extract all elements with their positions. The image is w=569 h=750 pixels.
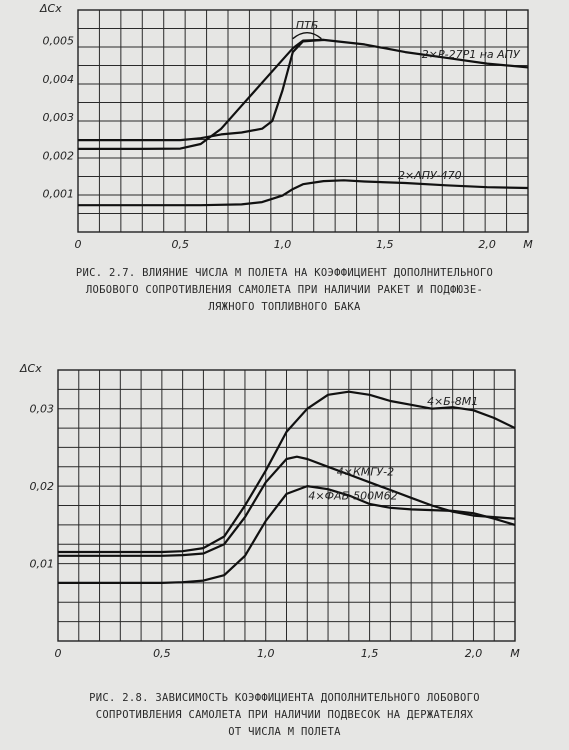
y-tick-label: 0,002 xyxy=(43,149,75,162)
y-tick-label: 0,004 xyxy=(43,73,75,86)
series-label-1: 2×Р-27Р1 на АПУ xyxy=(422,48,521,61)
y-tick-label: 0,02 xyxy=(30,480,55,493)
y-tick-label: 0,003 xyxy=(43,111,75,124)
series-line-0 xyxy=(78,38,529,142)
y-tick-label: 0,01 xyxy=(30,558,55,571)
chart-drag-missiles-tank: ΔCx 0,001 0,002 0,003 0,004 0,005 0 0,5 1,0 1,5 2,… xyxy=(39,2,533,251)
series-label-2: 4×ФАБ-500М62 xyxy=(308,489,397,502)
plot-frame xyxy=(57,369,516,642)
x-tick-label: 0 xyxy=(75,238,82,251)
y-tick-label: 0,005 xyxy=(43,35,75,48)
x-tick-label: 2,0 xyxy=(478,238,496,251)
plot-frame xyxy=(77,9,529,233)
figure-caption-2-8: РИС. 2.8. ЗАВИСИМОСТЬ КОЭФФИЦИЕНТА ДОПОЛ… xyxy=(89,692,480,738)
y-tick-label: 0,03 xyxy=(30,403,55,416)
chart-drag-stores: ΔCx 0,01 0,02 0,03 0 0,5 1,0 1,5 2,0 M 4×Б-8М1 4×КМ… xyxy=(19,362,520,660)
series-label-0: ПТБ xyxy=(296,19,319,32)
ptb-bracket xyxy=(292,32,322,40)
series-line-1 xyxy=(78,38,324,150)
x-tick-label: 0,5 xyxy=(172,238,190,251)
y-axis-label: ΔCx xyxy=(39,2,62,15)
x-tick-label: 0 xyxy=(55,647,62,660)
grid xyxy=(57,369,516,642)
series-label-1: 4×КМГУ-2 xyxy=(337,465,394,478)
series-label-2: 2×АПУ-470 xyxy=(398,169,462,182)
x-tick-label: 1,5 xyxy=(376,238,394,251)
x-tick-label: 1,0 xyxy=(257,647,275,660)
figure-caption-2-7: РИС. 2.7. ВЛИЯНИЕ ЧИСЛА М ПОЛЕТА НА КОЭФ… xyxy=(75,267,494,313)
x-tick-label: M xyxy=(523,238,533,251)
series-line-0 xyxy=(58,390,516,554)
series-label-0: 4×Б-8М1 xyxy=(427,395,478,408)
x-tick-label: 0,5 xyxy=(153,647,171,660)
x-tick-label: 2,0 xyxy=(465,647,483,660)
y-tick-label: 0,001 xyxy=(43,188,75,201)
x-tick-label: 1,0 xyxy=(274,238,292,251)
series-line-2 xyxy=(78,179,529,207)
x-tick-label: 1,5 xyxy=(361,647,379,660)
y-axis-label: ΔCx xyxy=(19,362,42,375)
grid xyxy=(77,9,529,233)
x-tick-label: M xyxy=(510,647,520,660)
series-line-2 xyxy=(58,485,516,584)
